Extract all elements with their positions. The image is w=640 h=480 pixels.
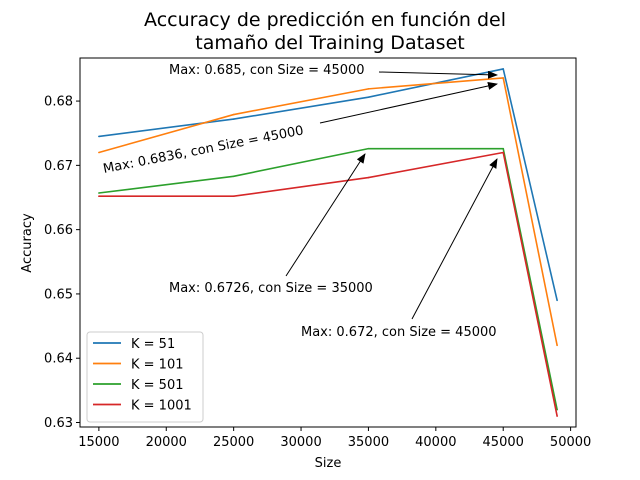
legend-label-3: K = 501 <box>131 378 184 393</box>
series-1-point-4 <box>502 68 505 70</box>
x-tick-label: 25000 <box>213 435 254 450</box>
chart-title-line-2: tamaño del Training Dataset <box>195 32 464 54</box>
annotation-label-4: Max: 0.672, con Size = 45000 <box>301 325 497 340</box>
x-tick-label: 45000 <box>483 435 524 450</box>
series-3-point-2 <box>232 175 235 178</box>
y-tick-label: 0.66 <box>44 223 73 238</box>
x-tick-label: 50000 <box>550 435 591 450</box>
annotation-label-1: Max: 0.685, con Size = 45000 <box>169 63 365 78</box>
annotations: Max: 0.685, con Size = 45000 Max: 0.6836… <box>102 63 498 340</box>
legend-label-4: K = 1001 <box>131 399 192 414</box>
y-tick-label: 0.64 <box>44 352 73 367</box>
chart-title-line-1: Accuracy de predicción en función del <box>144 9 506 31</box>
x-tick-label: 20000 <box>146 435 187 450</box>
x-tick-label: 30000 <box>280 435 321 450</box>
legend-label-1: K = 51 <box>131 337 175 352</box>
series-4-point-5 <box>556 415 558 417</box>
series-1-point-2 <box>232 118 235 120</box>
series-4-point-2 <box>232 195 235 198</box>
series-1-point-5 <box>556 299 558 302</box>
series-2-point-5 <box>556 344 558 347</box>
series-4-point-1 <box>98 195 100 198</box>
series-1-point-3 <box>367 96 370 99</box>
legend-label-2: K = 101 <box>131 358 184 373</box>
annotation-arrow-2 <box>319 82 498 124</box>
series-3-point-3 <box>367 147 370 150</box>
legend-box <box>86 331 204 423</box>
series-2-point-1 <box>98 151 100 154</box>
annotation-label-3: Max: 0.6726, con Size = 35000 <box>169 281 373 296</box>
x-axis: 15000 20000 25000 30000 35000 40000 45000 50000 <box>78 427 591 450</box>
annotation-arrow-4 <box>411 158 498 320</box>
x-axis-label: Size <box>315 456 342 471</box>
x-tick-label: 40000 <box>415 435 456 450</box>
plot-area <box>98 68 558 417</box>
series-3-point-4 <box>502 147 505 150</box>
y-tick-label: 0.67 <box>44 159 73 174</box>
y-axis-label: Accuracy <box>20 213 35 273</box>
series-4-point-3 <box>367 176 370 179</box>
annotation-arrow-3 <box>285 153 366 277</box>
series-1-point-1 <box>98 135 100 138</box>
series-3-point-5 <box>556 408 558 411</box>
series-2-point-2 <box>232 113 235 116</box>
series-4-point-4 <box>502 151 505 154</box>
x-tick-label: 15000 <box>78 435 119 450</box>
y-tick-label: 0.65 <box>44 287 73 302</box>
annotation-arrow-1 <box>378 70 498 79</box>
axes-frame <box>79 57 577 428</box>
series-2-point-3 <box>367 88 370 90</box>
y-axis: 0.63 0.64 0.65 0.66 0.67 0.68 <box>44 95 80 431</box>
legend: K = 51 K = 101 K = 501 K = 1001 <box>86 331 204 423</box>
y-tick-label: 0.63 <box>44 416 73 431</box>
x-tick-label: 35000 <box>348 435 389 450</box>
y-tick-label: 0.68 <box>44 95 73 110</box>
series-2-point-4 <box>502 77 505 79</box>
series-3-point-1 <box>98 192 100 194</box>
